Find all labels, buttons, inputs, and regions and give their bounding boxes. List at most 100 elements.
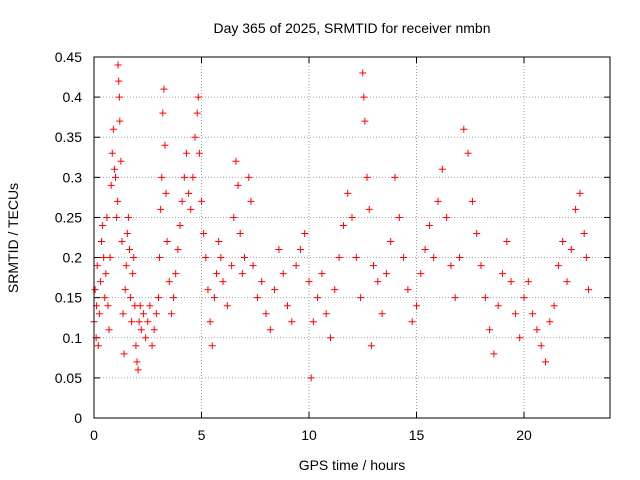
- data-point: [115, 77, 123, 85]
- data-point: [232, 157, 240, 165]
- data-point: [101, 294, 109, 302]
- data-point: [156, 254, 164, 262]
- data-point: [572, 205, 580, 213]
- data-point: [490, 350, 498, 358]
- data-point: [135, 318, 143, 326]
- data-point: [105, 326, 113, 334]
- data-point: [503, 238, 511, 246]
- data-point: [113, 213, 121, 221]
- data-point: [322, 310, 330, 318]
- data-point: [554, 262, 562, 270]
- x-tick-label: 10: [301, 427, 317, 443]
- data-point: [241, 254, 248, 262]
- data-point: [159, 109, 167, 117]
- data-point: [400, 254, 408, 262]
- data-point: [266, 326, 274, 334]
- data-point: [200, 229, 208, 237]
- data-point: [172, 270, 180, 278]
- data-point: [125, 246, 133, 254]
- data-point: [102, 270, 110, 278]
- data-point: [507, 278, 515, 286]
- data-point: [434, 197, 442, 205]
- data-point: [162, 189, 170, 197]
- data-point: [217, 254, 225, 262]
- data-point: [204, 286, 212, 294]
- data-point: [93, 262, 101, 270]
- data-point: [352, 254, 360, 262]
- data-point: [370, 262, 377, 270]
- data-point: [96, 278, 104, 286]
- data-point: [160, 85, 168, 93]
- data-point: [106, 254, 114, 262]
- x-tick-label: 0: [90, 427, 98, 443]
- data-point: [223, 302, 231, 310]
- chart-title: Day 365 of 2025, SRMTID for receiver nmb…: [213, 20, 490, 36]
- data-point: [275, 246, 283, 254]
- data-point: [580, 229, 588, 237]
- data-point: [559, 238, 567, 246]
- data-point: [133, 358, 141, 366]
- data-point: [108, 149, 116, 157]
- data-point: [136, 302, 144, 310]
- y-tick-label: 0.35: [55, 129, 82, 145]
- x-axis-label: GPS time / hours: [299, 457, 406, 473]
- data-point: [404, 286, 412, 294]
- data-point: [150, 326, 158, 334]
- data-points: [90, 61, 592, 382]
- data-point: [249, 262, 257, 270]
- data-point: [180, 173, 188, 181]
- data-point: [443, 213, 451, 221]
- data-point: [174, 246, 182, 254]
- data-point: [123, 229, 131, 237]
- data-point: [152, 310, 160, 318]
- data-point: [115, 93, 123, 101]
- data-point: [258, 278, 266, 286]
- data-point: [357, 294, 365, 302]
- data-point: [331, 286, 339, 294]
- data-point: [122, 262, 130, 270]
- data-point: [170, 294, 178, 302]
- data-point: [563, 278, 571, 286]
- data-point: [271, 286, 279, 294]
- data-point: [245, 173, 253, 181]
- data-point: [167, 310, 175, 318]
- data-point: [236, 229, 244, 237]
- data-point: [417, 270, 425, 278]
- data-point: [155, 294, 162, 302]
- data-point: [262, 310, 270, 318]
- data-point: [494, 302, 502, 310]
- data-point: [314, 294, 322, 302]
- data-point: [550, 302, 558, 310]
- y-tick-label: 0.45: [55, 49, 82, 65]
- data-point: [307, 374, 315, 382]
- data-point: [127, 294, 135, 302]
- data-point: [114, 197, 122, 205]
- data-point: [208, 342, 216, 350]
- data-point: [193, 109, 201, 117]
- data-point: [348, 213, 356, 221]
- data-point: [413, 302, 420, 310]
- data-point: [210, 294, 218, 302]
- data-point: [100, 254, 108, 262]
- data-point: [288, 318, 296, 326]
- data-point: [360, 93, 368, 101]
- data-point: [327, 334, 334, 342]
- data-point: [121, 286, 129, 294]
- y-tick-labels: 0 0.05 0.1 0.15 0.2 0.25 0.3 0.35 0.4 0.45: [55, 49, 82, 426]
- data-point: [142, 334, 150, 342]
- data-point: [114, 61, 122, 69]
- data-point: [118, 238, 126, 246]
- data-point: [292, 262, 300, 270]
- data-point: [447, 262, 455, 270]
- data-point: [537, 342, 545, 350]
- data-point: [576, 189, 584, 197]
- grid-lines: [94, 57, 610, 418]
- data-point: [468, 197, 476, 205]
- y-axis-label: SRMTID / TECUs: [5, 183, 21, 293]
- data-point: [110, 165, 118, 173]
- data-point: [132, 342, 140, 350]
- data-point: [130, 254, 138, 262]
- data-point: [585, 286, 592, 294]
- data-point: [374, 278, 382, 286]
- data-point: [365, 205, 373, 213]
